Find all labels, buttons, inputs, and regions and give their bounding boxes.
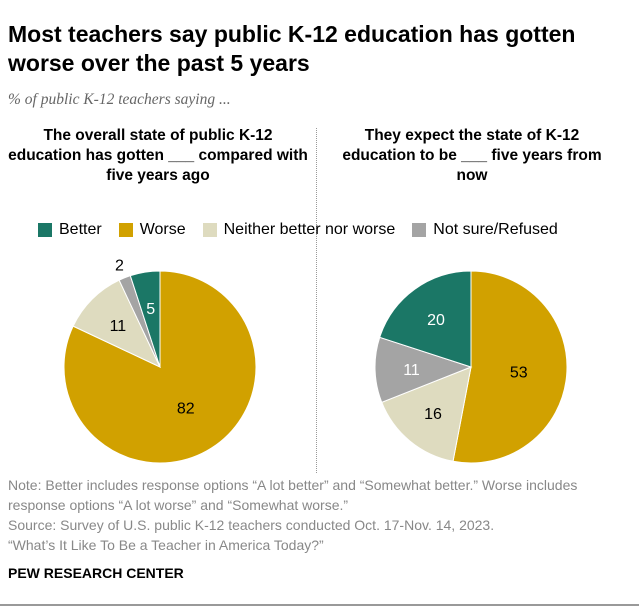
data-label: 11 — [403, 362, 420, 379]
notes: Note: Better includes response options “… — [8, 475, 628, 555]
legend-swatch — [412, 223, 427, 237]
legend-item-worse: Worse — [118, 221, 186, 239]
source-text: Source: Survey of U.S. public K-12 teach… — [8, 517, 495, 533]
data-label: 20 — [427, 312, 445, 329]
data-label: 5 — [146, 301, 155, 318]
legend-item-neither: Neither better nor worse — [202, 221, 396, 239]
note-text: Note: Better includes response options “… — [8, 477, 578, 513]
data-label: 82 — [177, 401, 195, 418]
pie-slice-better — [379, 270, 472, 368]
legend-item-better: Better — [38, 221, 102, 239]
pie-slice-worse — [452, 270, 568, 464]
data-label: 53 — [510, 365, 528, 382]
data-label: 16 — [424, 406, 442, 423]
legend: Better Worse Neither better nor worse No… — [38, 221, 558, 239]
legend-label: Worse — [139, 221, 186, 238]
chart-subtitle: % of public K-12 teachers saying ... — [8, 91, 231, 108]
pie-slice-not-sure-refused — [374, 336, 473, 403]
legend-label: Neither better nor worse — [223, 221, 396, 238]
pie-slice-neither-better-nor-worse — [72, 279, 162, 369]
divider — [316, 128, 317, 473]
right-pie-heading: They expect the state of K-12 education … — [342, 127, 602, 184]
bottom-rule — [0, 604, 639, 606]
data-label: 11 — [110, 318, 127, 335]
pie-slice-better — [129, 270, 161, 368]
chart-title: Most teachers say public K-12 education … — [8, 21, 576, 76]
data-label: 2 — [115, 258, 124, 275]
legend-label: Not sure/Refused — [433, 221, 558, 238]
pie-slice-neither-better-nor-worse — [381, 366, 472, 462]
legend-swatch — [202, 223, 217, 237]
pew-logo: PEW RESEARCH CENTER — [8, 565, 184, 581]
report-text: “What’s It Like To Be a Teacher in Ameri… — [8, 537, 324, 553]
left-pie-heading: The overall state of public K-12 educati… — [8, 127, 308, 184]
legend-item-not-sure: Not sure/Refused — [412, 221, 558, 239]
legend-label: Better — [59, 221, 102, 238]
legend-swatch — [38, 223, 52, 237]
legend-swatch — [118, 223, 133, 237]
